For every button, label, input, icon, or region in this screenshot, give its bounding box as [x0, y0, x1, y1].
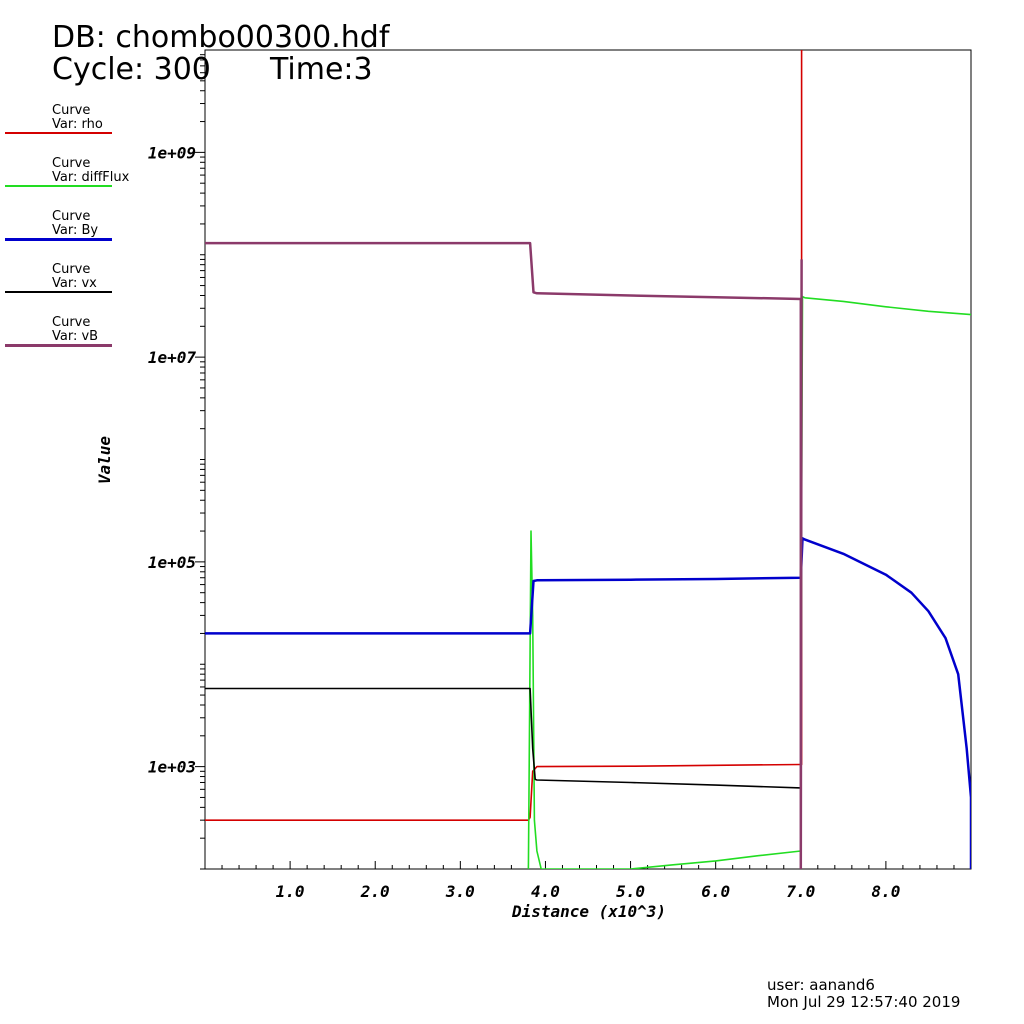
legend-item-by: Curve Var: By — [5, 210, 115, 250]
legend-item-vx: Curve Var: vx — [5, 263, 115, 303]
legend-swatch-rho — [5, 132, 112, 134]
series-line-vb — [205, 241, 803, 869]
date-label: Mon Jul 29 12:57:40 2019 — [767, 993, 961, 1011]
legend-var-label: Var: By — [52, 223, 99, 238]
x-axis-label: Distance (x10^3) — [511, 902, 666, 921]
legend-item-vb: Curve Var: vB — [5, 316, 115, 356]
tick-labels: 1.0 2.0 3.0 4.0 5.0 6.0 7.0 8.0 1e+03 1e+05 1e+07 1… — [148, 143, 901, 901]
legend-var-label: Var: vx — [52, 276, 97, 291]
legend-item-rho: Curve Var: rho — [5, 104, 115, 144]
x-tick-label: 2.0 — [360, 882, 390, 901]
y-tick-label: 1e+03 — [148, 758, 196, 777]
x-tick-label: 4.0 — [531, 882, 560, 901]
x-tick-label: 6.0 — [701, 882, 730, 901]
x-tick-label: 3.0 — [445, 882, 475, 901]
legend-var-label: Var: diffFlux — [52, 170, 130, 185]
legend-curve-label: Curve — [52, 209, 91, 224]
x-tick-label: 8.0 — [871, 882, 900, 901]
y-axis-label: Value — [95, 436, 114, 485]
legend-item-diffflux: Curve Var: diffFlux — [5, 156, 129, 197]
series-line-vx — [205, 687, 801, 789]
legend-curve-label: Curve — [52, 156, 91, 171]
x-tick-label: 5.0 — [616, 882, 645, 901]
legend-swatch-vb — [5, 344, 112, 347]
legend-curve-label: Curve — [52, 315, 91, 330]
legend-curve-label: Curve — [52, 103, 91, 118]
series-line-by — [205, 537, 971, 869]
legend-curve-label: Curve — [52, 262, 91, 277]
series-line-rho — [205, 50, 803, 822]
db-title: DB: chombo00300.hdf — [52, 20, 390, 55]
time-label: Time:3 — [270, 52, 373, 87]
user-label: user: aanand6 — [767, 976, 875, 994]
legend-swatch-diffflux — [5, 185, 112, 187]
legend-swatch-by — [5, 238, 112, 241]
x-tick-label: 7.0 — [786, 882, 815, 901]
legend-swatch-vx — [5, 291, 112, 293]
x-tick-label: 1.0 — [276, 882, 305, 901]
cycle-label: Cycle: 300 — [52, 52, 211, 87]
plot-frame — [204, 49, 972, 870]
y-tick-label: 1e+09 — [148, 143, 196, 162]
legend-var-label: Var: rho — [52, 117, 103, 132]
data-series — [205, 50, 971, 869]
axis-ticks — [195, 54, 955, 870]
series-line-diffflux — [527, 295, 971, 869]
legend-var-label: Var: vB — [52, 329, 99, 344]
y-tick-label: 1e+05 — [148, 553, 196, 572]
y-tick-label: 1e+07 — [148, 348, 197, 367]
